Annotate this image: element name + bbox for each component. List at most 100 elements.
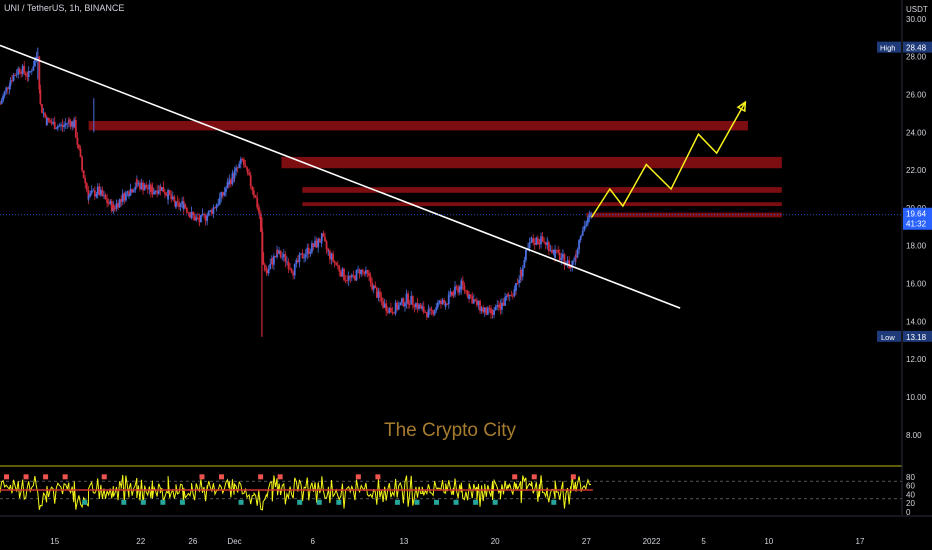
price-axis[interactable]: 8.0010.0012.0014.0016.0018.0020.0022.002… bbox=[877, 0, 932, 517]
candle-body bbox=[588, 215, 591, 218]
candle-body bbox=[424, 312, 427, 314]
resistance-zone-4[interactable] bbox=[302, 202, 782, 207]
candle-body bbox=[405, 293, 408, 304]
candle-body bbox=[306, 247, 309, 255]
candle-body bbox=[182, 204, 185, 209]
candle-body bbox=[98, 186, 101, 196]
rsi-line[interactable] bbox=[0, 474, 592, 511]
resistance-zone-3[interactable] bbox=[302, 187, 782, 193]
candle-body bbox=[372, 285, 375, 290]
candle-body bbox=[30, 70, 33, 72]
candle-body bbox=[497, 304, 500, 308]
candle-body bbox=[578, 240, 580, 250]
candle-body bbox=[148, 184, 151, 190]
candle-body bbox=[311, 243, 313, 253]
low-value-tag bbox=[903, 330, 932, 342]
candle-body bbox=[151, 187, 154, 195]
candle-body bbox=[385, 303, 388, 312]
candle-body bbox=[279, 250, 282, 258]
candle-body bbox=[465, 290, 467, 292]
trendline[interactable] bbox=[0, 44, 681, 309]
candle-body bbox=[301, 253, 304, 259]
candle-body bbox=[292, 272, 295, 276]
resistance-zone-2[interactable] bbox=[281, 156, 782, 169]
candle-body bbox=[276, 250, 279, 254]
candle-body bbox=[203, 213, 205, 215]
time-axis[interactable]: 15 22 26 Dec 6 13 20 27 2022 5 10 17 bbox=[0, 515, 932, 546]
rsi-tick-label: 20 bbox=[906, 499, 915, 508]
candle-body bbox=[259, 213, 262, 232]
candle-body bbox=[357, 269, 359, 271]
candle-body bbox=[236, 167, 239, 169]
candle-body bbox=[369, 275, 372, 283]
candle-body bbox=[134, 186, 137, 191]
candle-body bbox=[128, 191, 130, 196]
candle-body bbox=[96, 186, 99, 195]
candle-body bbox=[21, 65, 24, 75]
candle-body bbox=[562, 254, 564, 255]
candle-body bbox=[576, 249, 579, 258]
rsi-buy-marker bbox=[473, 499, 479, 505]
candle-body bbox=[52, 121, 55, 124]
time-tick-label: 5 bbox=[701, 537, 706, 546]
low-value-text: 13.18 bbox=[906, 333, 927, 342]
candle-body bbox=[282, 254, 285, 257]
candle-body bbox=[408, 304, 411, 306]
candle-body bbox=[160, 187, 163, 191]
candle-body bbox=[109, 200, 112, 204]
candle-body bbox=[8, 85, 11, 89]
rsi-buy-marker bbox=[140, 499, 146, 505]
rsi-buy-marker bbox=[551, 499, 557, 505]
candle-body bbox=[472, 299, 475, 304]
candle-body bbox=[413, 304, 416, 308]
rsi-sell-marker bbox=[570, 474, 576, 480]
candle-body bbox=[18, 68, 21, 72]
rsi-sell-marker bbox=[277, 474, 283, 480]
candle-body bbox=[390, 307, 392, 312]
candle-body bbox=[505, 295, 508, 298]
candle-body bbox=[530, 242, 533, 243]
candle-body bbox=[12, 75, 15, 81]
candle-body bbox=[204, 214, 207, 221]
candle-body bbox=[433, 310, 436, 315]
candle-body bbox=[528, 242, 531, 249]
candle-body bbox=[436, 302, 439, 307]
candle-body bbox=[450, 291, 453, 296]
candle-body bbox=[162, 187, 165, 193]
projection-path[interactable] bbox=[590, 101, 746, 218]
candle-body bbox=[132, 190, 135, 193]
candle-body bbox=[320, 241, 323, 243]
candle-body bbox=[39, 89, 42, 105]
candle-body bbox=[14, 75, 17, 76]
resistance-zone-1[interactable] bbox=[88, 120, 748, 131]
candle-body bbox=[253, 194, 255, 196]
candle-body bbox=[402, 298, 405, 307]
candle-body bbox=[126, 191, 129, 193]
candle-body bbox=[293, 263, 296, 276]
candle-body bbox=[533, 242, 536, 245]
candle-body bbox=[476, 300, 478, 306]
candle-body bbox=[78, 144, 80, 149]
candle-body bbox=[510, 295, 513, 296]
candle-body bbox=[374, 285, 377, 289]
candle-body bbox=[248, 172, 251, 176]
candle-body bbox=[435, 307, 438, 311]
candle-body bbox=[101, 189, 104, 196]
candle-body bbox=[225, 188, 227, 193]
candle-body bbox=[235, 167, 238, 172]
time-tick-label: 22 bbox=[136, 537, 145, 546]
candle-body bbox=[85, 183, 88, 191]
candle-body bbox=[569, 265, 572, 268]
candle-body bbox=[135, 179, 138, 184]
candle-body bbox=[571, 260, 574, 268]
rsi-pane[interactable] bbox=[0, 465, 902, 511]
candle-body bbox=[488, 307, 491, 309]
candle-body bbox=[217, 204, 220, 206]
rsi-sell-marker bbox=[43, 474, 49, 480]
candle-body bbox=[143, 188, 146, 191]
candle-body bbox=[330, 253, 333, 260]
candle-body bbox=[523, 260, 526, 268]
candle-body bbox=[327, 250, 330, 252]
candle-body bbox=[201, 213, 204, 216]
